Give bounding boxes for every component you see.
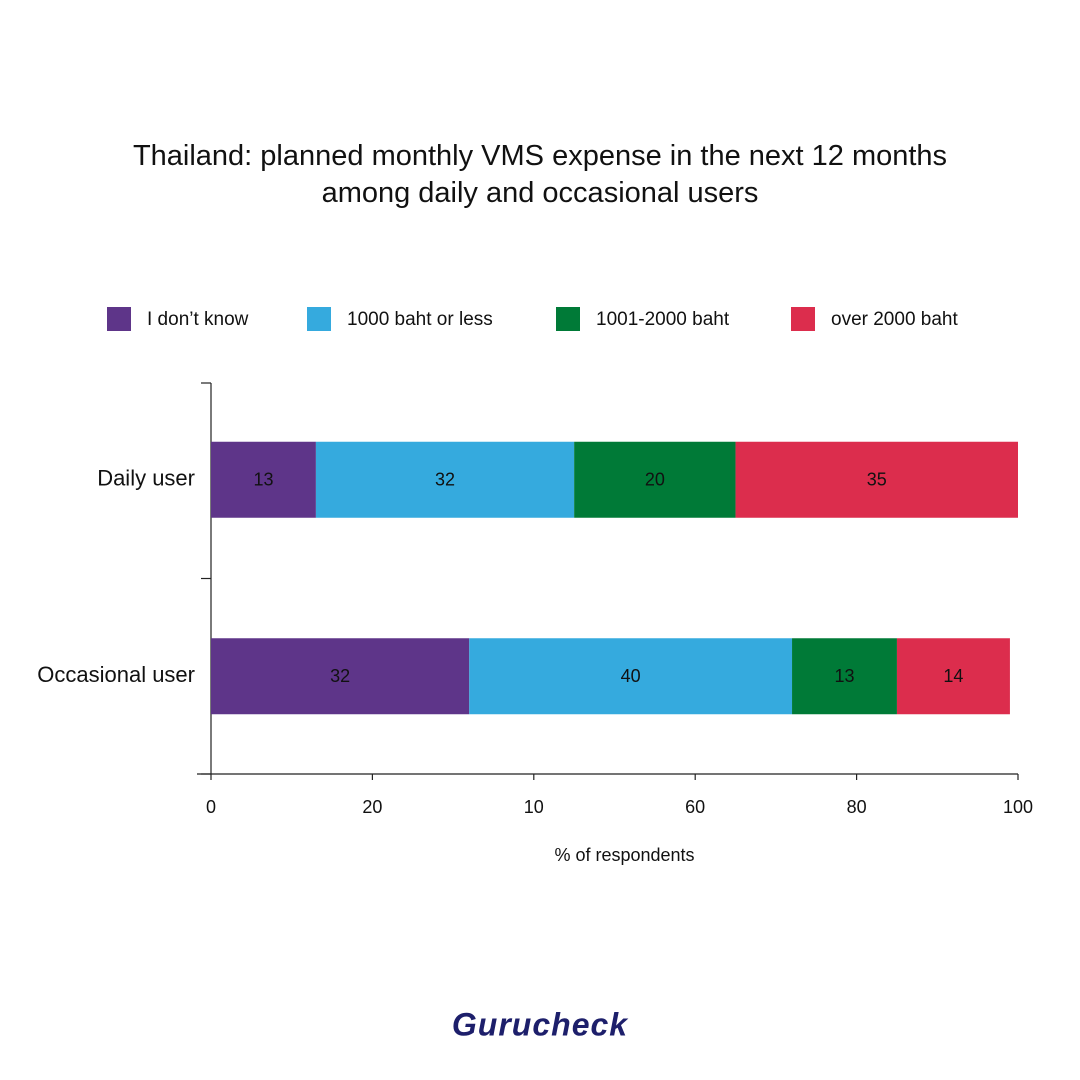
- x-tick-label: 80: [847, 797, 867, 817]
- value-label: 13: [253, 470, 273, 490]
- chart-title: Thailand: planned monthly VMS expense in…: [132, 140, 948, 209]
- value-label: 32: [435, 470, 455, 490]
- value-label: 20: [645, 470, 665, 490]
- x-tick-label: 60: [685, 797, 705, 817]
- category-label: Occasional user: [37, 662, 195, 687]
- x-tick-label: 0: [206, 797, 216, 817]
- legend-label: over 2000 baht: [831, 309, 958, 330]
- bar-segment: [792, 638, 897, 715]
- value-label: 35: [867, 470, 887, 490]
- legend-label: 1000 baht or less: [347, 309, 493, 330]
- bar-segment: [211, 638, 470, 715]
- x-tick-label: 20: [362, 797, 382, 817]
- bar-segment: [735, 441, 1018, 518]
- x-tick-label: 10: [524, 797, 544, 817]
- value-label: 40: [621, 666, 641, 686]
- legend-swatch: [307, 307, 331, 331]
- x-axis-label: % of respondents: [554, 845, 694, 865]
- value-label: 13: [834, 666, 854, 686]
- value-label: 32: [330, 666, 350, 686]
- legend-swatch: [556, 307, 580, 331]
- category-label: Daily user: [97, 466, 195, 491]
- bar-segment: [211, 441, 316, 518]
- bar-segment: [896, 638, 1010, 715]
- legend-label: I don’t know: [147, 309, 249, 330]
- legend-swatch: [107, 307, 131, 331]
- logo: Gurucheck: [452, 1006, 629, 1042]
- legend-swatch: [791, 307, 815, 331]
- x-tick-label: 100: [1003, 797, 1033, 817]
- bar-segment: [315, 441, 575, 518]
- value-label: 14: [943, 666, 963, 686]
- bar-segment: [469, 638, 793, 715]
- legend-label: 1001-2000 baht: [596, 309, 730, 330]
- bar-segment: [574, 441, 736, 518]
